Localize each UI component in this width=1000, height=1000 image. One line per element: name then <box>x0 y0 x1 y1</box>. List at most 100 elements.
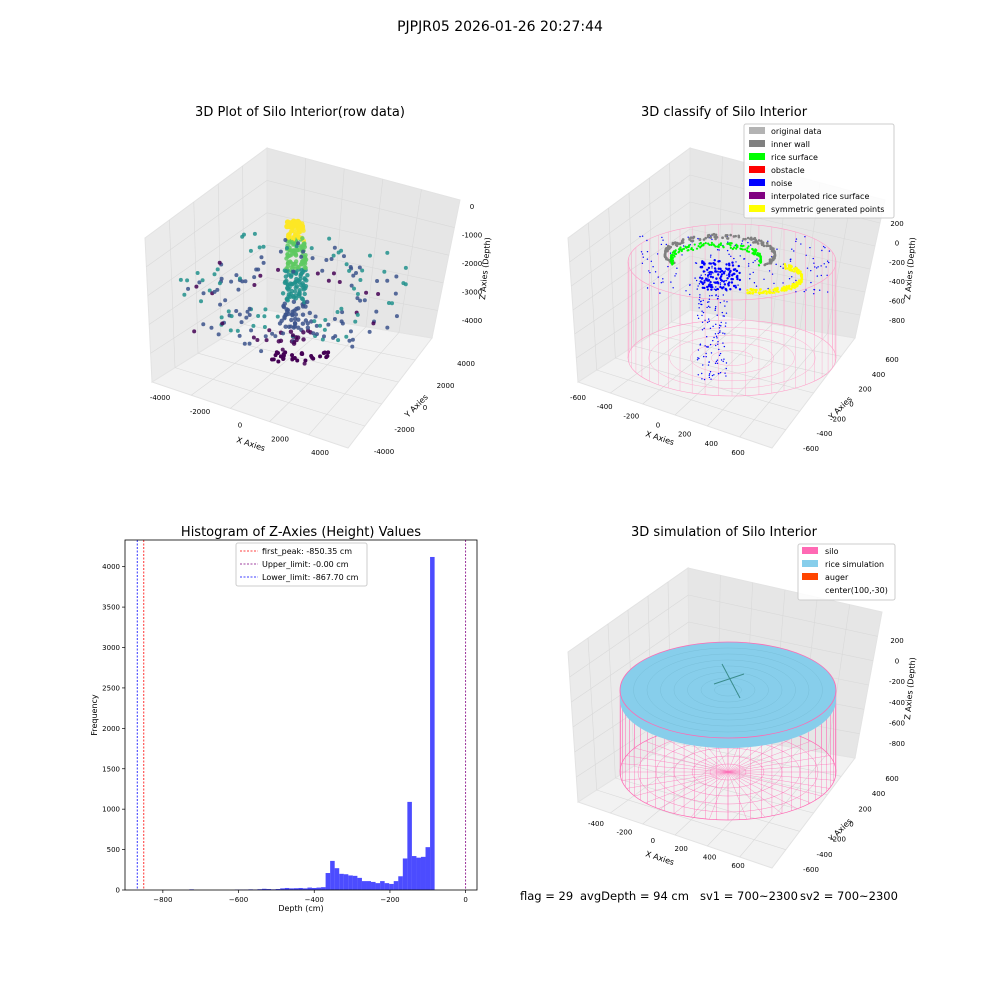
class-point-noise <box>732 272 736 276</box>
class-point-wall <box>765 244 769 248</box>
histogram-bar <box>407 801 412 890</box>
class-point-noise <box>708 374 710 377</box>
raw-point <box>336 250 341 255</box>
raw-point <box>355 312 360 317</box>
raw-point <box>329 256 334 261</box>
raw-point <box>262 324 267 329</box>
class-point-noise <box>707 318 710 320</box>
class-point-noise <box>701 310 703 312</box>
silo-floor-spoke <box>658 735 729 773</box>
simulation-silo <box>619 641 837 821</box>
classify-legend: original data inner wall rice surface obsta… <box>743 123 895 219</box>
class-point-wall <box>721 236 724 240</box>
class-point-noise <box>707 266 711 270</box>
class-point-surface <box>736 244 739 247</box>
class-point-noise <box>708 262 711 265</box>
class-point-noise <box>696 359 699 361</box>
legend-swatch <box>749 192 765 199</box>
class-point-noise <box>712 261 715 265</box>
class-point-symmetric <box>750 288 754 292</box>
raw-point <box>332 245 337 250</box>
class-point-noise <box>737 284 739 286</box>
simulation-title: 3D simulation of Silo Interior <box>631 525 818 540</box>
class-point-symmetric <box>757 291 761 294</box>
histogram-title: Histogram of Z-Axies (Height) Values <box>181 525 421 540</box>
class-point-noise <box>730 255 732 257</box>
z-tick-label: 200 <box>890 220 903 228</box>
raw-point <box>403 265 408 270</box>
class-point-symmetric <box>797 279 801 282</box>
class-point-noise <box>727 282 730 286</box>
class-point-symmetric <box>792 270 796 273</box>
class-point-noise <box>674 275 676 277</box>
x-tick-label: -400 <box>588 820 604 828</box>
class-point-symmetric <box>754 288 757 292</box>
legend-label: obstacle <box>771 166 805 175</box>
raw-point <box>286 311 291 317</box>
class-point-surface <box>695 247 699 250</box>
class-point-noise <box>719 282 722 284</box>
raw-point <box>367 329 372 334</box>
raw-point <box>285 263 291 269</box>
class-point-noise <box>810 281 812 284</box>
class-point-noise <box>782 267 784 269</box>
class-point-noise <box>700 274 702 276</box>
class-point-noise <box>803 290 805 293</box>
raw-point <box>348 329 353 334</box>
class-point-symmetric <box>800 273 803 276</box>
class-point-surface <box>673 252 676 255</box>
class-point-noise <box>714 270 717 273</box>
class-point-surface <box>713 244 716 247</box>
histogram-bar <box>420 856 426 890</box>
class-point-wall <box>663 253 667 257</box>
class-point-noise <box>825 266 827 268</box>
class-point-noise <box>791 248 793 250</box>
class-point-wall <box>691 236 695 240</box>
raw-point <box>217 281 222 286</box>
class-point-surface <box>670 262 673 265</box>
raw-point <box>324 258 329 263</box>
footer-sv2: sv2 = 700~2300 <box>800 889 898 903</box>
legend-label: original data <box>771 127 822 136</box>
raw-point <box>362 298 367 303</box>
class-point-noise <box>722 280 726 283</box>
class-point-noise <box>707 277 709 279</box>
class-point-noise <box>709 275 713 278</box>
class-point-noise <box>824 246 826 249</box>
raw-point <box>347 338 352 343</box>
class-point-wall <box>667 247 671 250</box>
class-point-surface <box>682 247 686 250</box>
histogram-bar <box>330 860 335 890</box>
class-point-noise <box>826 260 829 262</box>
class-point-surface <box>741 248 744 251</box>
class-point-noise <box>719 330 721 332</box>
histogram-bar <box>257 889 263 890</box>
z-tick-label: -800 <box>889 740 905 748</box>
y-tick-label: 0 <box>849 821 853 829</box>
raw-point <box>307 310 313 316</box>
silo-floor-spoke <box>727 740 811 773</box>
class-point-noise <box>753 282 756 284</box>
raw-point <box>320 268 325 273</box>
raw-point <box>280 347 285 352</box>
class-point-noise <box>707 346 709 348</box>
silo-floor-spoke <box>727 735 798 773</box>
class-point-noise <box>694 277 696 279</box>
raw-point <box>178 277 183 282</box>
class-point-wall <box>755 240 759 243</box>
raw-point <box>216 332 221 337</box>
x-tick-label: 200 <box>675 845 688 853</box>
raw-point <box>299 244 304 250</box>
class-point-noise <box>725 322 727 324</box>
figure-title: PJPJR05 2026-01-26 20:27:44 <box>397 19 603 35</box>
class-point-noise <box>697 237 699 240</box>
raw-point <box>209 325 214 330</box>
histogram-bar <box>430 556 435 890</box>
class-point-noise <box>805 289 807 291</box>
class-point-noise <box>714 309 716 311</box>
class-point-noise <box>719 331 721 334</box>
class-point-surface <box>746 246 749 250</box>
class-point-noise <box>749 244 752 246</box>
class-point-noise <box>706 306 708 309</box>
raw-point <box>195 270 200 275</box>
